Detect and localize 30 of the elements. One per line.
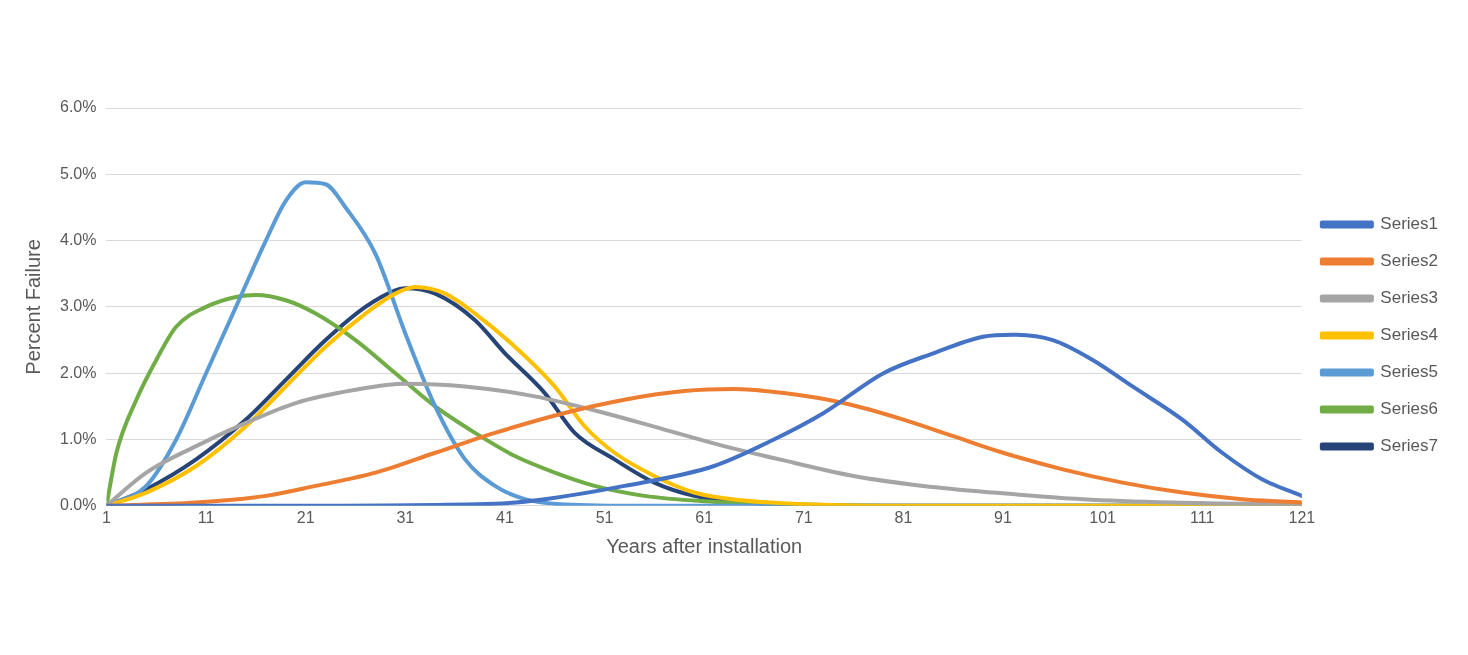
legend-label: Series4 [1380,325,1438,345]
y-tick-label: 3.0% [60,297,97,315]
x-tick-label: 21 [296,508,315,526]
y-tick-label: 1.0% [60,429,97,447]
y-tick-label: 0.0% [60,496,97,514]
legend-label: Series2 [1380,251,1438,271]
legend-label: Series7 [1380,436,1438,456]
x-tick-label: 121 [1288,508,1316,526]
legend-label: Series6 [1380,399,1438,419]
y-tick-label: 6.0% [60,98,97,116]
line-series [106,332,1302,506]
legend-label: Series3 [1380,288,1438,308]
x-tick-label: 101 [1089,508,1117,526]
y-tick-label: 5.0% [60,164,97,182]
x-tick-label: 91 [994,508,1013,526]
x-tick-label: 71 [794,508,813,526]
x-tick-label: 41 [496,508,514,526]
y-tick-label: 2.0% [60,363,97,381]
x-tick-label: 31 [396,508,415,526]
x-tick-label: 11 [197,508,215,526]
legend-label: Series1 [1380,214,1438,234]
x-tick-label: 1 [102,508,112,526]
x-tick-label: 51 [595,508,614,526]
y-tick-label: 4.0% [60,231,97,249]
x-tick-label: 61 [695,508,714,526]
y-axis-title: Percent Failure [21,239,44,375]
x-tick-label: 81 [894,508,913,526]
x-tick-label: 111 [1190,508,1215,526]
legend-label: Series5 [1380,362,1438,382]
x-axis-title: Years after installation [606,534,803,557]
